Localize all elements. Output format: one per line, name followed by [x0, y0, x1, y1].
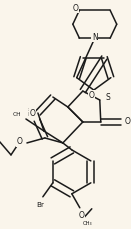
Text: CH: CH — [12, 112, 21, 117]
Text: O: O — [17, 137, 23, 146]
Text: O: O — [125, 117, 131, 126]
Text: S: S — [105, 93, 110, 101]
Text: O: O — [79, 211, 85, 220]
Text: N: N — [27, 109, 33, 117]
Text: O: O — [89, 90, 95, 100]
Text: O: O — [30, 109, 36, 117]
Text: CH₃: CH₃ — [83, 221, 93, 226]
Text: 3: 3 — [28, 108, 30, 112]
Text: O: O — [72, 4, 78, 13]
Text: N: N — [92, 33, 98, 42]
Text: Br: Br — [36, 202, 44, 208]
